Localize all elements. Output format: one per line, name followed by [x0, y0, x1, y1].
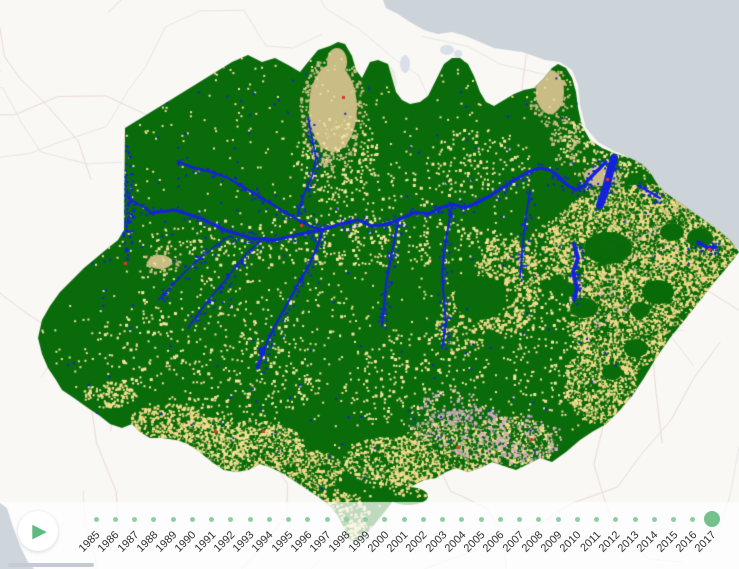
year-dot-2002[interactable]	[420, 516, 426, 522]
year-dot-2013[interactable]	[632, 516, 638, 522]
year-dot-2017[interactable]	[704, 511, 720, 527]
year-dot-2000[interactable]	[382, 516, 388, 522]
timeline: ▶ 1985 1986 1987 1988 1989 1990 1991 1992 1993 19…	[0, 498, 739, 569]
year-dot-1996[interactable]	[305, 516, 311, 522]
year-dot-1987[interactable]	[132, 516, 137, 522]
year-dot-1990[interactable]	[189, 516, 195, 522]
year-dot-2015[interactable]	[671, 516, 676, 522]
year-dot-1991[interactable]	[209, 516, 214, 522]
year-dot-2003[interactable]	[440, 516, 445, 522]
year-dot-1997[interactable]	[324, 516, 330, 522]
year-dot-1988[interactable]	[151, 516, 157, 522]
year-dot-1989[interactable]	[170, 516, 176, 522]
horizontal-scrollbar-thumb[interactable]	[8, 563, 94, 567]
year-dot-2012[interactable]	[613, 516, 619, 522]
year-dot-2011[interactable]	[594, 516, 599, 522]
year-dot-1985[interactable]	[93, 516, 99, 522]
year-dot-2010[interactable]	[574, 516, 580, 522]
year-dot-2005[interactable]	[478, 516, 484, 522]
year-dot-1999[interactable]	[363, 516, 368, 522]
year-dot-1998[interactable]	[343, 516, 349, 522]
year-dot-1994[interactable]	[266, 516, 272, 522]
play-icon: ▶	[32, 520, 47, 542]
year-dot-1995[interactable]	[286, 516, 291, 522]
play-button[interactable]: ▶	[18, 511, 58, 551]
year-dot-1986[interactable]	[112, 516, 118, 522]
year-dot-1993[interactable]	[247, 516, 253, 522]
year-dot-2016[interactable]	[690, 516, 696, 522]
year-dot-2006[interactable]	[497, 516, 503, 522]
year-dot-2007[interactable]	[517, 516, 522, 522]
year-dot-2008[interactable]	[536, 516, 542, 522]
year-dot-2014[interactable]	[651, 516, 657, 522]
year-dot-2009[interactable]	[555, 516, 561, 522]
year-dot-2004[interactable]	[459, 516, 465, 522]
year-dot-2001[interactable]	[401, 516, 407, 522]
year-dot-1992[interactable]	[228, 516, 234, 522]
